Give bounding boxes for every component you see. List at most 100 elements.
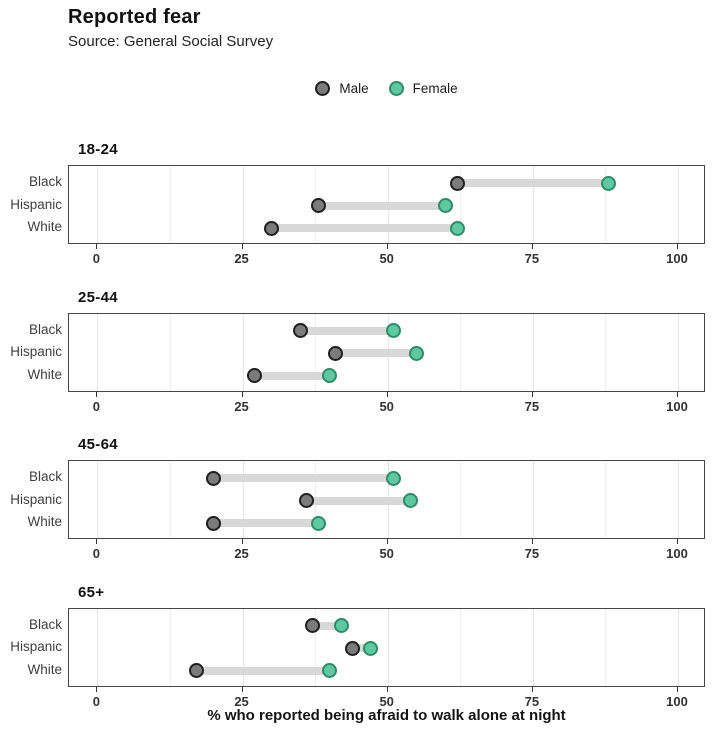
x-tick xyxy=(677,686,678,692)
x-tick-label: 50 xyxy=(379,251,394,266)
x-tick xyxy=(386,391,388,397)
y-axis-label: Hispanic xyxy=(10,639,62,654)
y-axis-label: Black xyxy=(28,321,62,337)
gridline-major xyxy=(97,313,99,391)
gridline-major xyxy=(97,166,99,243)
legend-label-male: Male xyxy=(339,80,369,96)
gridline-minor xyxy=(605,461,607,538)
x-tick-label: 75 xyxy=(524,546,540,561)
gridline-minor xyxy=(315,608,317,686)
x-tick-label: 0 xyxy=(92,693,100,709)
y-axis-label: White xyxy=(27,366,62,382)
gridline-minor xyxy=(605,166,607,243)
male-dot xyxy=(304,618,320,633)
gridline-minor xyxy=(169,166,171,243)
female-dot xyxy=(438,198,454,213)
gridline-major xyxy=(97,608,99,686)
legend: Male Female xyxy=(68,79,705,97)
x-tick-label: 75 xyxy=(524,398,540,414)
facet-title: 18-24 xyxy=(78,141,118,158)
x-tick-label: 25 xyxy=(234,251,249,266)
x-tick-label: 50 xyxy=(379,693,394,709)
x-tick xyxy=(386,244,388,249)
x-tick-label: 0 xyxy=(92,251,100,266)
x-tick-label: 100 xyxy=(666,398,688,414)
x-tick xyxy=(531,244,533,249)
y-axis-label: Black xyxy=(28,469,62,484)
panel xyxy=(68,165,705,244)
x-tick xyxy=(531,686,533,692)
x-tick xyxy=(96,686,98,692)
x-tick-label: 0 xyxy=(92,398,100,414)
gridline-minor xyxy=(169,461,171,538)
male-dot xyxy=(345,640,361,656)
gridline-minor xyxy=(605,608,607,686)
y-axis-label: Hispanic xyxy=(10,491,62,507)
x-tick xyxy=(96,391,98,397)
x-tick-label: 50 xyxy=(379,398,394,414)
gridline-minor xyxy=(169,313,171,391)
x-tick-label: 25 xyxy=(234,693,249,709)
gridline-major xyxy=(242,461,244,538)
x-tick-label: 100 xyxy=(666,546,688,561)
gridline-major xyxy=(242,608,244,686)
female-dot xyxy=(386,323,401,338)
x-tick xyxy=(96,539,98,544)
dumbbell-bar xyxy=(312,621,342,630)
gridline-minor xyxy=(605,313,607,391)
y-axis-label: White xyxy=(27,514,62,529)
y-axis-label: White xyxy=(27,661,62,677)
female-dot xyxy=(409,345,425,361)
dumbbell-bar xyxy=(335,349,417,357)
gridline-major xyxy=(678,166,679,243)
x-tick-label: 50 xyxy=(379,546,394,561)
gridline-minor xyxy=(315,313,317,391)
gridline-major xyxy=(387,608,389,686)
y-axis-label: Hispanic xyxy=(10,196,62,212)
x-tick xyxy=(531,391,533,397)
female-dot xyxy=(600,175,616,191)
dumbbell-bar xyxy=(196,666,330,675)
x-tick xyxy=(531,539,533,544)
gridline-major xyxy=(678,608,679,686)
female-dot xyxy=(362,640,378,656)
female-dot-icon xyxy=(388,80,404,96)
dumbbell-bar xyxy=(457,179,609,187)
female-dot xyxy=(449,220,465,236)
x-tick xyxy=(241,391,243,397)
dumbbell-bar xyxy=(213,474,394,482)
x-tick-label: 100 xyxy=(666,251,688,266)
chart-title: Reported fear xyxy=(68,6,201,28)
gridline-major xyxy=(532,461,534,538)
dumbbell-bar xyxy=(300,326,394,335)
panel xyxy=(68,312,705,392)
gridline-minor xyxy=(460,166,462,243)
male-dot xyxy=(293,323,309,338)
male-dot xyxy=(327,345,343,361)
x-tick-label: 75 xyxy=(524,693,540,709)
y-axis-label: Black xyxy=(28,616,62,632)
gridline-minor xyxy=(460,313,462,391)
gridline-major xyxy=(532,166,534,243)
gridline-major xyxy=(532,313,534,391)
gridline-minor xyxy=(460,608,462,686)
male-dot xyxy=(188,663,204,678)
dumbbell-bar xyxy=(318,201,446,210)
gridline-major xyxy=(532,608,534,686)
female-dot xyxy=(386,470,401,486)
y-axis-label: Hispanic xyxy=(10,344,62,359)
male-dot xyxy=(298,493,314,508)
gridline-major xyxy=(242,313,244,391)
male-dot xyxy=(310,198,326,213)
panel xyxy=(68,460,705,539)
gridline-minor xyxy=(460,461,462,538)
male-dot xyxy=(206,515,222,531)
facet-title: 65+ xyxy=(78,583,105,601)
gridline-minor xyxy=(169,608,171,686)
dumbbell-bar xyxy=(213,519,319,527)
female-dot xyxy=(333,618,349,633)
male-dot xyxy=(206,470,222,486)
gridline-major xyxy=(678,461,679,538)
dumbbell-bar xyxy=(254,371,330,380)
